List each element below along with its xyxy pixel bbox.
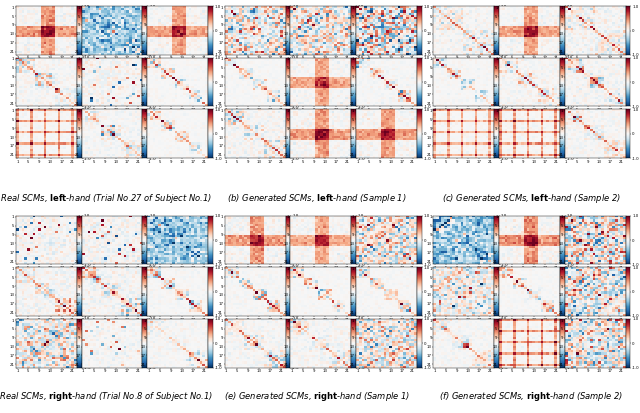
Text: (e) Generated SCMs, $\bf{right}$-hand (Sample 1): (e) Generated SCMs, $\bf{right}$-hand (S… xyxy=(223,390,410,403)
Text: (f) Generated SCMs, $\bf{right}$-hand (Sample 2): (f) Generated SCMs, $\bf{right}$-hand (S… xyxy=(439,390,623,403)
Text: (a) Real SCMs, $\bf{left}$-hand (Trial No.27 of Subject No.1): (a) Real SCMs, $\bf{left}$-hand (Trial N… xyxy=(0,192,212,205)
Text: (c) Generated SCMs, $\bf{left}$-hand (Sample 2): (c) Generated SCMs, $\bf{left}$-hand (Sa… xyxy=(442,192,621,205)
Text: (b) Generated SCMs, $\bf{left}$-hand (Sample 1): (b) Generated SCMs, $\bf{left}$-hand (Sa… xyxy=(227,192,406,205)
Text: (d) Real SCMs, $\bf{right}$-hand (Trial No.8 of Subject No.1): (d) Real SCMs, $\bf{right}$-hand (Trial … xyxy=(0,390,213,403)
